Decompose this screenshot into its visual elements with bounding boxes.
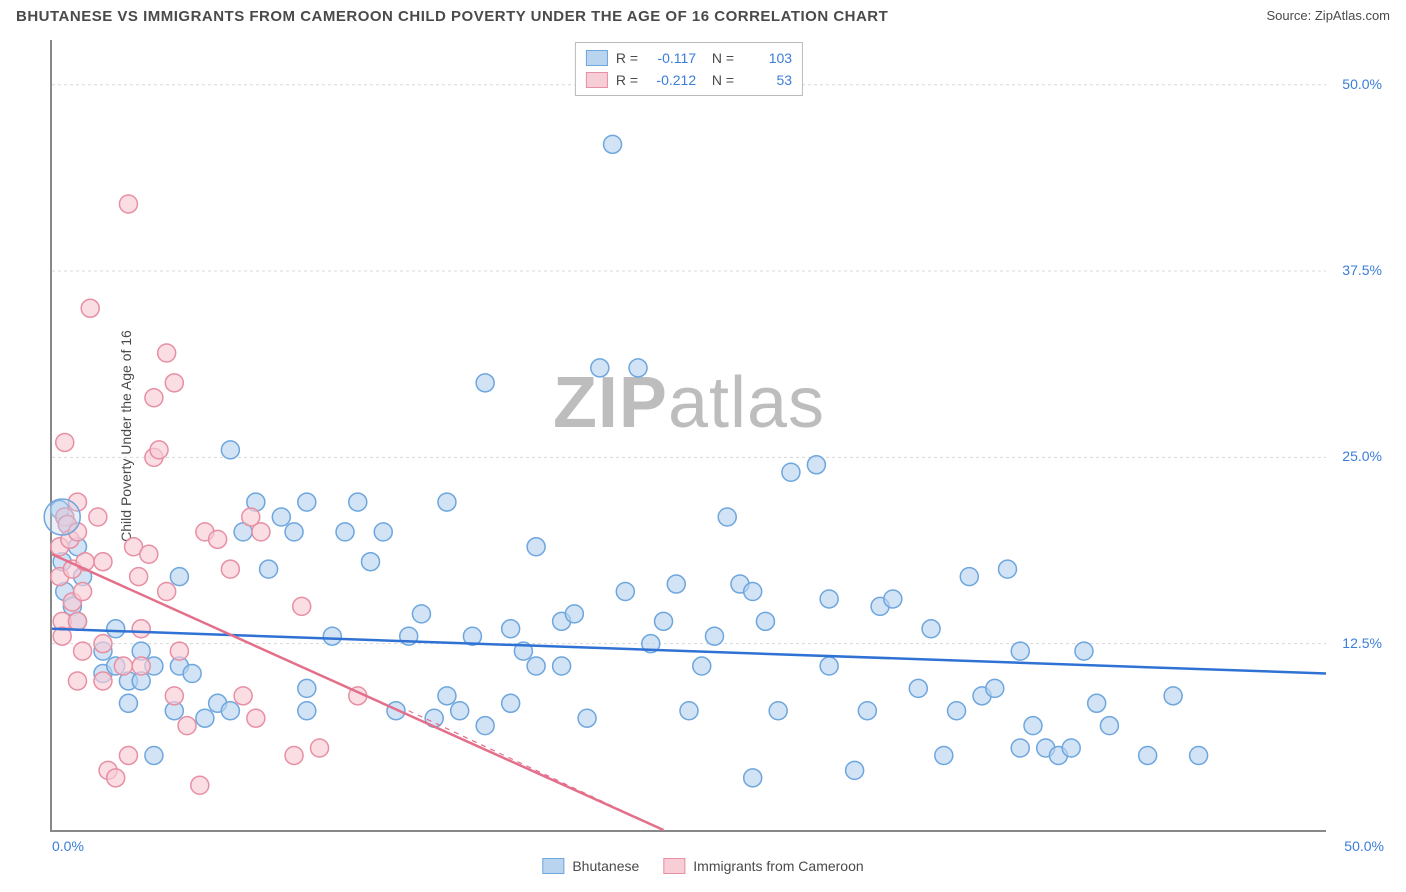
stats-row-1: R = -0.212 N = 53: [586, 69, 792, 91]
n-value-0: 103: [742, 47, 792, 69]
y-tick-label: 50.0%: [1342, 76, 1382, 92]
legend-swatch-1: [663, 858, 685, 874]
stats-row-0: R = -0.117 N = 103: [586, 47, 792, 69]
x-axis-left-label: 0.0%: [52, 838, 84, 854]
r-value-1: -0.212: [646, 69, 696, 91]
x-axis-right-label: 50.0%: [1344, 838, 1384, 854]
series-legend: Bhutanese Immigrants from Cameroon: [542, 858, 863, 874]
plot-area: ZIPatlas R = -0.117 N = 103 R = -0.212 N…: [50, 40, 1326, 832]
y-tick-label: 37.5%: [1342, 262, 1382, 278]
chart-svg: [52, 40, 1326, 830]
legend-label-0: Bhutanese: [572, 858, 639, 874]
chart-title: BHUTANESE VS IMMIGRANTS FROM CAMEROON CH…: [16, 8, 888, 25]
n-value-1: 53: [742, 69, 792, 91]
legend-item-0: Bhutanese: [542, 858, 639, 874]
y-tick-label: 12.5%: [1342, 635, 1382, 651]
swatch-bhutanese: [586, 50, 608, 66]
legend-label-1: Immigrants from Cameroon: [693, 858, 863, 874]
legend-item-1: Immigrants from Cameroon: [663, 858, 863, 874]
y-tick-label: 25.0%: [1342, 448, 1382, 464]
source-label: Source: ZipAtlas.com: [1266, 8, 1390, 25]
plot-container: Child Poverty Under the Age of 16 ZIPatl…: [50, 40, 1386, 832]
swatch-cameroon: [586, 72, 608, 88]
stats-legend: R = -0.117 N = 103 R = -0.212 N = 53: [575, 42, 803, 96]
r-value-0: -0.117: [646, 47, 696, 69]
legend-swatch-0: [542, 858, 564, 874]
